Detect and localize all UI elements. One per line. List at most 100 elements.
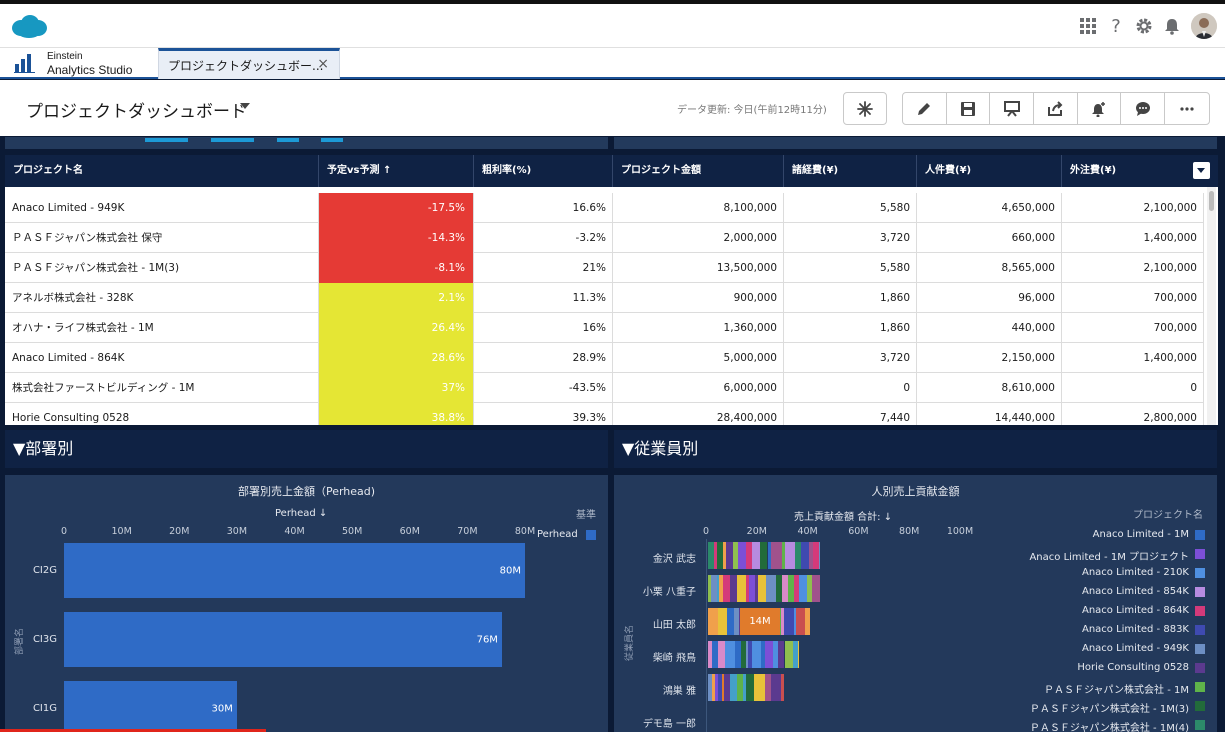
bar-segment[interactable] (717, 674, 722, 701)
column-header-expense[interactable]: 諸経費(¥) (784, 155, 917, 187)
bar-segment[interactable] (716, 575, 720, 602)
scrollbar-thumb[interactable] (1209, 191, 1214, 211)
bar-segment[interactable] (770, 674, 781, 701)
present-button[interactable] (990, 93, 1035, 124)
legend-item[interactable]: Anaco Limited - 854K (1081, 586, 1189, 597)
column-header-project[interactable]: プロジェクト名 (5, 155, 319, 187)
legend-item[interactable]: ＰＡＳＦジャパン株式会社 - 1M(4) (1029, 723, 1189, 732)
salesforce-cloud-icon[interactable] (10, 13, 48, 39)
bar-segment[interactable] (752, 641, 762, 668)
bar-segment[interactable] (776, 575, 783, 602)
bar-segment[interactable] (708, 608, 719, 635)
segment-value-label[interactable]: 14M (740, 608, 780, 635)
bar-segment[interactable] (711, 575, 717, 602)
bar-segment[interactable] (708, 674, 713, 701)
bar[interactable]: 80M (64, 543, 525, 598)
bar-segment[interactable] (754, 674, 765, 701)
asterisk-button[interactable] (843, 92, 887, 125)
bar-segment[interactable] (794, 575, 799, 602)
legend-item[interactable]: Anaco Limited - 949K (1081, 643, 1189, 654)
save-button[interactable] (947, 93, 991, 124)
bar-segment[interactable] (781, 542, 785, 569)
share-button[interactable] (1034, 93, 1078, 124)
bar-segment[interactable] (797, 641, 800, 668)
bar-segment[interactable] (745, 542, 753, 569)
bar-segment[interactable] (748, 641, 753, 668)
bar-segment[interactable] (780, 674, 785, 701)
bar-segment[interactable] (767, 542, 772, 569)
comment-button[interactable] (1121, 93, 1166, 124)
bar-segment[interactable] (718, 608, 728, 635)
column-header-variance[interactable]: 予定vs予測 ↑ (319, 155, 474, 187)
bar-segment[interactable] (764, 674, 771, 701)
bar-segment[interactable] (795, 542, 801, 569)
bar-segment[interactable] (745, 575, 750, 602)
table-row[interactable]: オハナ・ライフ株式会社 - 1M 26.4% 16% 1,360,000 1,860 44… (5, 313, 1204, 343)
bar-segment[interactable] (809, 542, 813, 569)
table-menu-chevron-icon[interactable] (1193, 162, 1210, 179)
bar-segment[interactable] (715, 674, 718, 701)
table-row[interactable]: ＰＡＳＦジャパン株式会社 - 1M(3) -8.1% 21% 13,500,000 5,… (5, 253, 1204, 283)
bar-segment[interactable] (723, 575, 730, 602)
bar-segment[interactable] (784, 542, 796, 569)
bar-segment[interactable] (786, 641, 793, 668)
table-row[interactable]: Horie Consulting 0528 38.8% 39.3% 28,400,00… (5, 403, 1204, 425)
bar-segment[interactable] (743, 674, 747, 701)
user-avatar[interactable] (1191, 13, 1217, 39)
bar-segment[interactable] (784, 641, 787, 668)
bar-segment[interactable] (761, 641, 765, 668)
bar-segment[interactable] (792, 641, 798, 668)
bar-segment[interactable] (746, 674, 755, 701)
grid-icon[interactable] (1079, 17, 1097, 35)
bar-segment[interactable] (807, 575, 812, 602)
legend-item[interactable]: ＰＡＳＦジャパン株式会社 - 1M (1044, 685, 1189, 696)
bar-segment[interactable] (727, 608, 735, 635)
legend-item[interactable]: Anaco Limited - 1M (1092, 529, 1189, 540)
bar-segment[interactable] (781, 608, 785, 635)
chevron-down-icon[interactable] (240, 103, 250, 109)
bar-segment[interactable] (733, 542, 738, 569)
section-header-dept[interactable]: ▼部署別 (5, 430, 608, 468)
bar-segment[interactable] (760, 542, 768, 569)
bar-segment[interactable] (745, 641, 749, 668)
bar-segment[interactable] (812, 542, 819, 569)
bar-segment[interactable] (778, 641, 785, 668)
bar-segment[interactable] (714, 542, 718, 569)
table-scrollbar[interactable] (1207, 187, 1216, 425)
column-header-margin[interactable]: 粗利率(%) (474, 155, 613, 187)
bar-segment[interactable] (757, 575, 766, 602)
dashboard-title[interactable]: プロジェクトダッシュボード (26, 102, 247, 122)
app-name[interactable]: Einstein Analytics Studio (47, 51, 132, 76)
bar-segment[interactable] (734, 608, 739, 635)
bar-segment[interactable] (721, 674, 724, 701)
bar-segment[interactable] (726, 542, 734, 569)
bar[interactable]: 76M (64, 612, 502, 667)
legend-item[interactable]: ＰＡＳＦジャパン株式会社 - 1M(3) (1029, 704, 1189, 715)
bar-segment[interactable] (811, 575, 820, 602)
bar-segment[interactable] (801, 542, 810, 569)
bar-segment[interactable] (794, 608, 797, 635)
bar-segment[interactable] (788, 575, 795, 602)
bar-segment[interactable] (708, 575, 712, 602)
chart-measure-label[interactable]: Perhead ↓ (275, 508, 328, 519)
bell-icon[interactable] (1163, 17, 1181, 35)
table-row[interactable]: ＰＡＳＦジャパン株式会社 保守 -14.3% -3.2% 2,000,000 3,720… (5, 223, 1204, 253)
bar-segment[interactable] (736, 674, 744, 701)
table-row[interactable]: Anaco Limited - 949K -17.5% 16.6% 8,100,000… (5, 193, 1204, 223)
bar-segment[interactable] (764, 641, 773, 668)
notify-button[interactable] (1078, 93, 1122, 124)
legend-item[interactable]: Anaco Limited - 1M プロジェクト (1029, 552, 1189, 563)
section-header-employee[interactable]: ▼従業員別 (614, 430, 1217, 468)
bar-segment[interactable] (712, 641, 716, 668)
bar-segment[interactable] (765, 575, 777, 602)
bar-segment[interactable] (804, 608, 810, 635)
table-row[interactable]: 株式会社ファーストビルディング - 1M 37% -43.5% 6,000,000 0 8… (5, 373, 1204, 403)
more-button[interactable] (1165, 93, 1209, 124)
bar-segment[interactable] (729, 575, 738, 602)
bar[interactable]: 30M (64, 681, 237, 732)
video-progress-bar[interactable] (0, 729, 266, 732)
bar-segment[interactable] (725, 641, 735, 668)
table-row[interactable]: アネルボ株式会社 - 328K 2.1% 11.3% 900,000 1,860 96,0… (5, 283, 1204, 313)
bar-segment[interactable] (782, 575, 789, 602)
help-icon[interactable]: ? (1111, 15, 1121, 37)
